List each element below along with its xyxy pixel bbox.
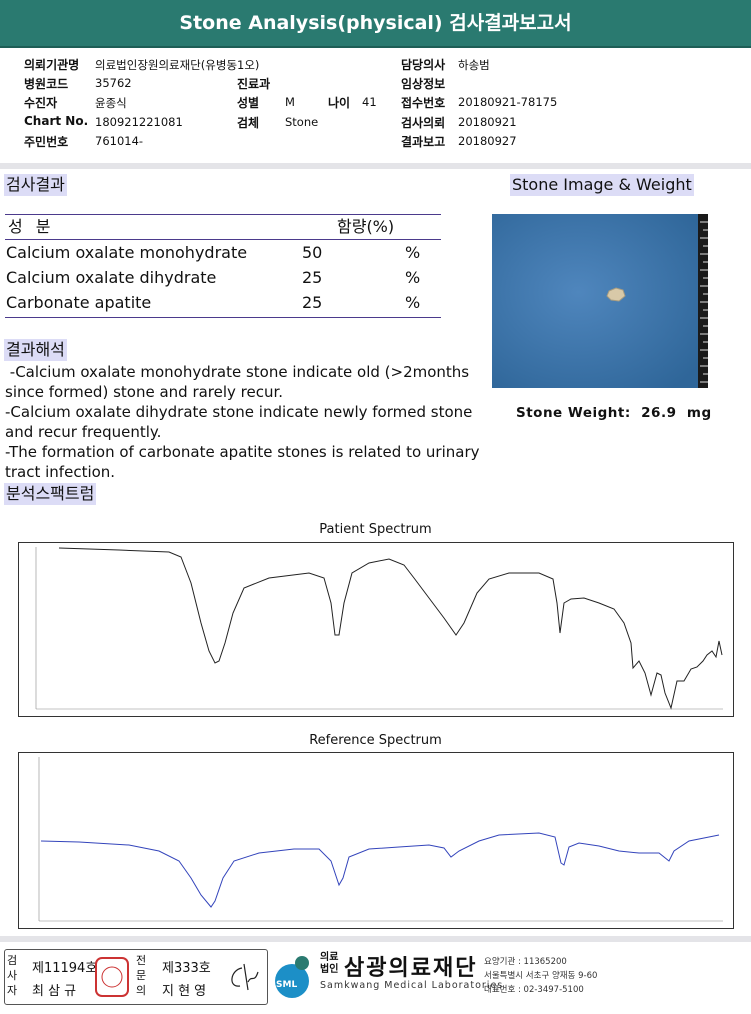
info-label: 수진자 xyxy=(24,96,58,110)
org-name: 삼광의료재단 xyxy=(344,956,478,981)
info-label: 주민번호 xyxy=(24,135,69,149)
contact-line: 요양기관 : 11365200 xyxy=(484,957,567,967)
signer-role: 검사자 xyxy=(7,954,18,997)
stone-image xyxy=(492,214,708,388)
section-title: 분석스팩트럼 xyxy=(4,483,97,505)
separator xyxy=(0,936,751,942)
info-label: 병원코드 xyxy=(24,77,69,91)
info-label: 나이 xyxy=(328,96,351,110)
component-unit: % xyxy=(405,293,421,312)
org-english: Samkwang Medical Laboratories xyxy=(320,980,504,991)
signer-name: 최 삼 규 xyxy=(32,984,77,999)
component-name: Calcium oxalate monohydrate xyxy=(6,243,248,262)
info-label: 검사의뢰 xyxy=(401,116,446,130)
component-name: Calcium oxalate dihydrate xyxy=(6,268,217,287)
info-value: 20180921 xyxy=(458,115,517,129)
chart-title: Reference Spectrum xyxy=(309,733,442,748)
interpretation-text: -Calcium oxalate monohydrate stone indic… xyxy=(5,362,480,482)
column-header: 함량(%) xyxy=(337,217,395,236)
stone-weight: Stone Weight: 26.9 mg xyxy=(516,405,712,421)
section-title: 결과해석 xyxy=(4,339,67,361)
component-amount: 50 xyxy=(302,243,323,262)
info-value: 20180921-78175 xyxy=(458,95,558,109)
logo-mark xyxy=(275,956,309,998)
weight-value: 26.9 xyxy=(641,405,677,421)
signer-role: 전문의 xyxy=(136,954,147,997)
column-header: 성 분 xyxy=(8,217,55,236)
info-value: 의료법인장원의료재단(유병동1오) xyxy=(95,58,260,72)
paragraph: -Calcium oxalate dihydrate stone indicat… xyxy=(5,403,473,441)
table-rule xyxy=(5,317,441,318)
seal xyxy=(95,957,129,997)
info-label: 접수번호 xyxy=(401,96,446,110)
info-value: 761014- xyxy=(95,134,144,148)
component-amount: 25 xyxy=(302,293,323,312)
signature xyxy=(231,963,259,991)
info-label: 성별 xyxy=(237,96,260,110)
paragraph: -Calcium oxalate monohydrate stone indic… xyxy=(5,363,474,401)
logo-abbr: SML xyxy=(276,980,298,990)
info-label: 진료과 xyxy=(237,77,271,91)
signer-license: 제333호 xyxy=(162,961,211,976)
component-name: Carbonate apatite xyxy=(6,293,152,312)
info-label: 의뢰기관명 xyxy=(24,58,80,72)
info-label: 담당의사 xyxy=(401,58,446,72)
signer-license: 제11194호 xyxy=(32,961,98,976)
org-prefix: 의료법인 xyxy=(320,952,339,975)
paragraph: -The formation of carbonate apatite ston… xyxy=(5,443,480,481)
section-title: Stone Image & Weight xyxy=(510,174,694,196)
table-rule xyxy=(5,214,441,215)
reference-spectrum xyxy=(18,752,734,929)
info-value: 하송범 xyxy=(458,58,490,72)
component-unit: % xyxy=(405,243,421,262)
separator xyxy=(0,163,751,169)
signature-box xyxy=(4,949,268,1005)
table-rule xyxy=(5,239,441,240)
info-value: M xyxy=(285,95,295,109)
info-value: 41 xyxy=(362,95,377,109)
report-title: Stone Analysis(physical) 검사결과보고서 xyxy=(0,0,751,48)
info-value: 180921221081 xyxy=(95,115,183,129)
signer-name: 지 현 영 xyxy=(162,984,207,999)
weight-unit: mg xyxy=(686,405,712,421)
info-label: 결과보고 xyxy=(401,135,446,149)
component-amount: 25 xyxy=(302,268,323,287)
patient-spectrum xyxy=(18,542,734,717)
info-label: Chart No. xyxy=(24,114,89,128)
weight-label: Stone Weight: xyxy=(516,405,631,421)
info-value: 윤종식 xyxy=(95,96,127,110)
org-contact: 요양기관 : 11365200 서울특별시 서초구 양재동 9-60 대표번호 … xyxy=(484,955,597,997)
info-value: Stone xyxy=(285,115,319,129)
contact-line: 대표번호 : 02-3497-5100 xyxy=(484,985,584,995)
component-unit: % xyxy=(405,268,421,287)
section-title: 검사결과 xyxy=(4,174,67,196)
chart-title: Patient Spectrum xyxy=(319,522,432,537)
info-label: 검체 xyxy=(237,116,260,130)
contact-line: 서울특별시 서초구 양재동 9-60 xyxy=(484,971,598,981)
info-value: 35762 xyxy=(95,76,132,90)
info-label: 임상정보 xyxy=(401,77,446,91)
info-value: 20180927 xyxy=(458,134,517,148)
